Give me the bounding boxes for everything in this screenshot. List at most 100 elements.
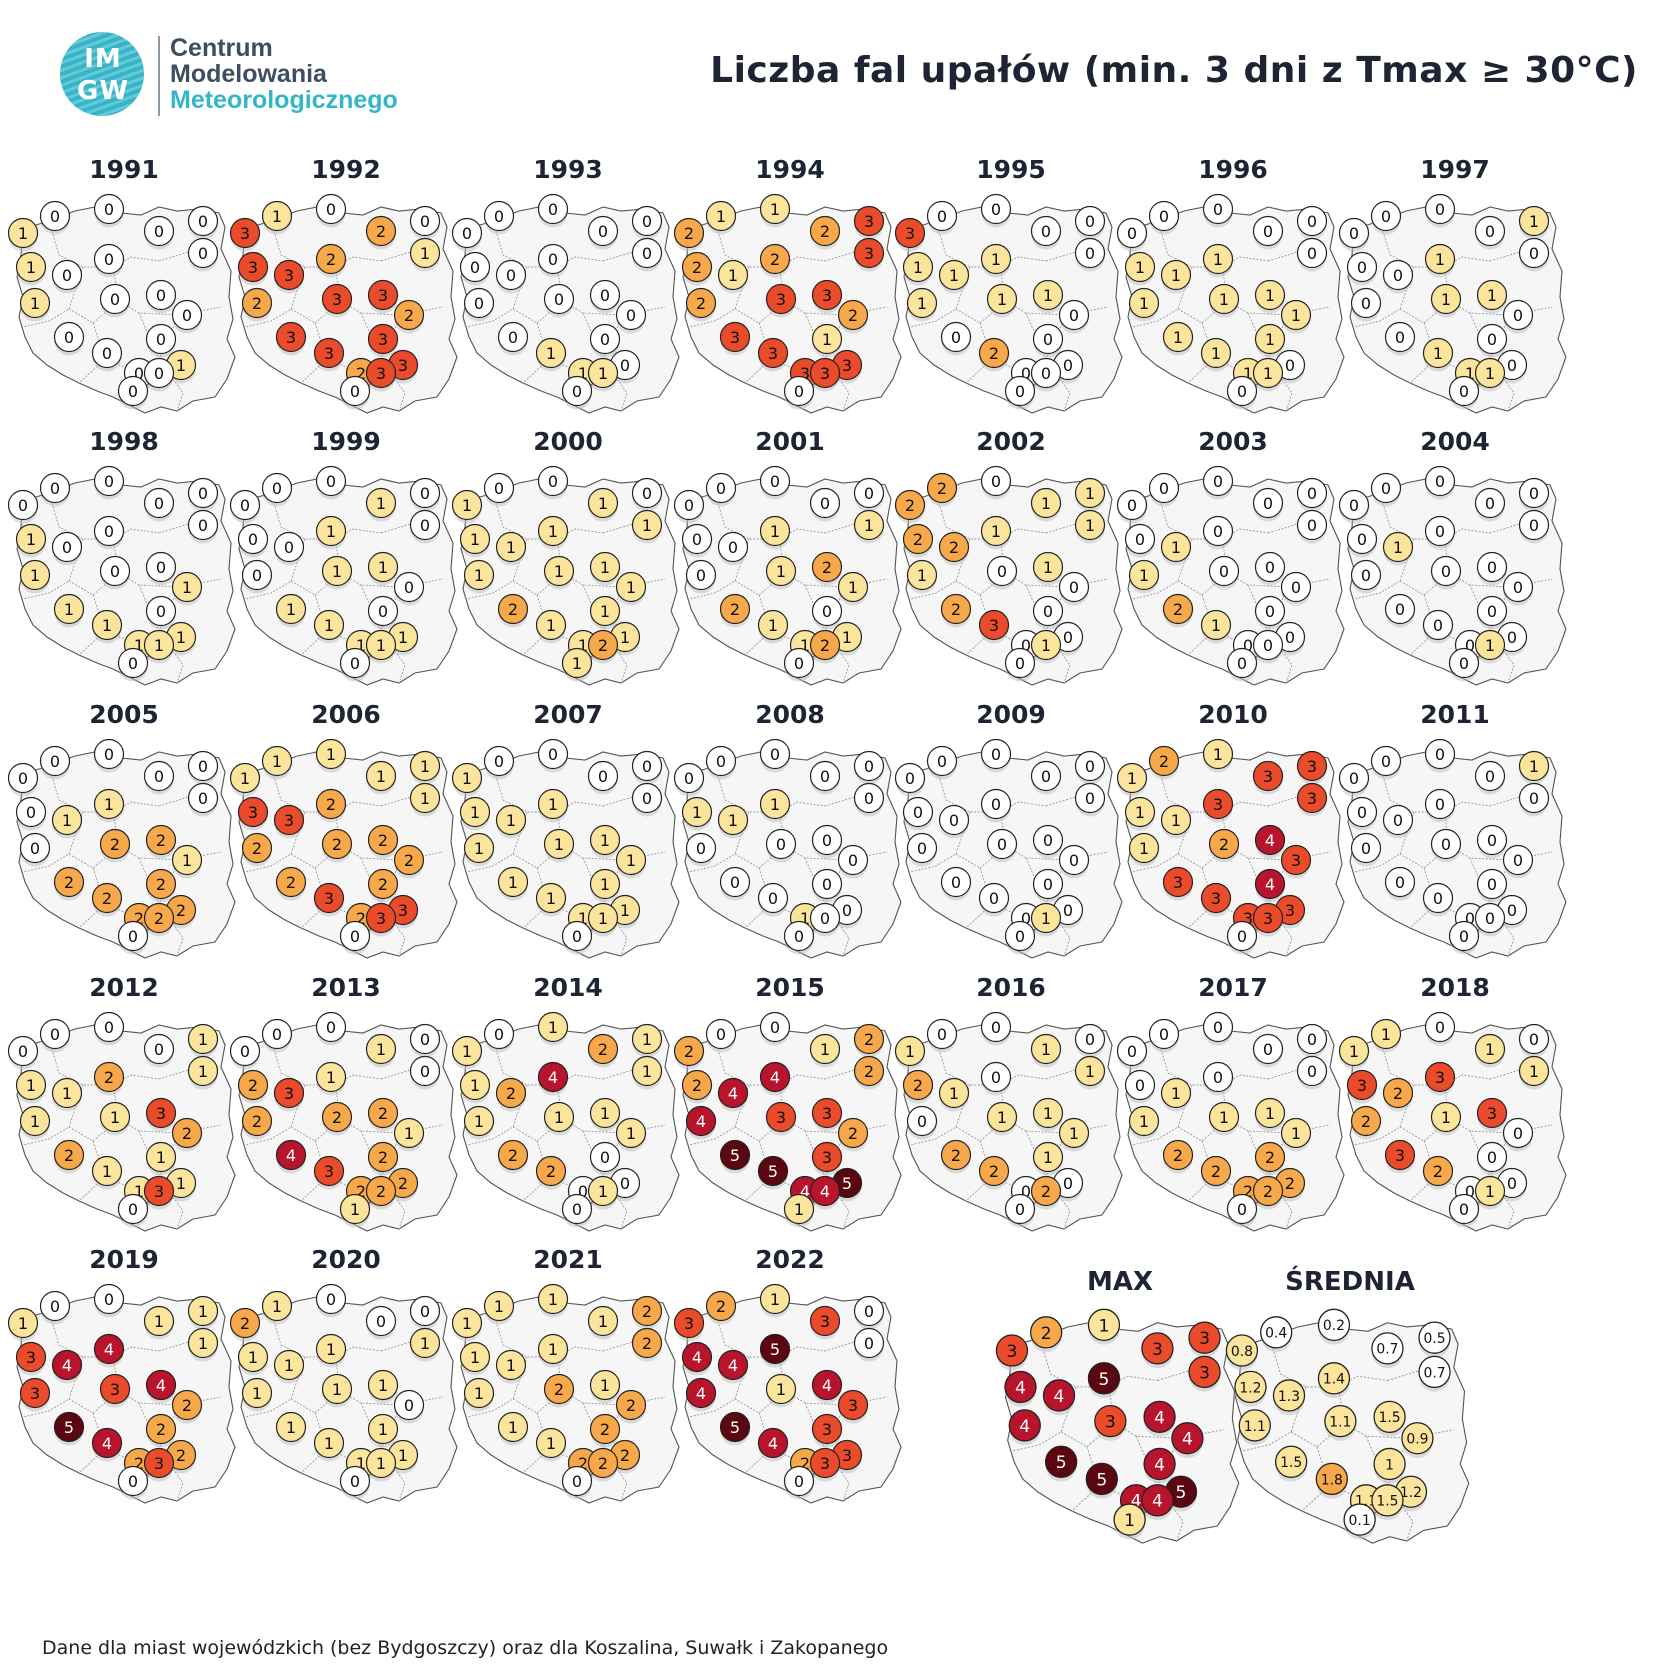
station-value: 2 (240, 1314, 250, 1333)
station-value: 2 (156, 831, 166, 850)
station-value: 0 (1263, 494, 1273, 513)
panel-title: MAX (1087, 1267, 1153, 1297)
station-value: 1 (1487, 286, 1497, 305)
panel-title: 2003 (1198, 427, 1268, 456)
station-value: 2 (508, 600, 518, 619)
station-value: 3 (376, 909, 386, 928)
station-marker: 2 (978, 337, 1010, 372)
station-marker: 1 (51, 1077, 83, 1112)
station-value: 1 (326, 745, 336, 764)
station-marker: 1 (393, 1117, 425, 1152)
station-value: 0 (1069, 578, 1079, 597)
station-marker: 0.4 (1260, 1316, 1293, 1353)
station-value: 3 (1006, 1342, 1017, 1362)
station-value: 1 (548, 1340, 558, 1359)
station-marker: 0 (631, 750, 663, 785)
station-value: 1 (420, 789, 430, 808)
station-value: 0 (989, 889, 999, 908)
station-value: 0 (1085, 1030, 1095, 1049)
region-border (1187, 903, 1215, 929)
station-value: 0 (50, 207, 60, 226)
station-marker: 2 (1162, 593, 1194, 628)
station-value: 0 (820, 767, 830, 786)
region-border (1301, 1484, 1330, 1512)
station-marker: 1 (459, 1341, 491, 1376)
station-value: 1 (1139, 839, 1149, 858)
station-value: 0 (578, 1182, 588, 1201)
station-value: 4 (768, 1434, 778, 1453)
station-value: 3 (800, 364, 810, 383)
station-value: 0 (642, 757, 652, 776)
station-value: 1 (350, 1200, 360, 1219)
station-value: 0 (104, 745, 114, 764)
station-value: 2 (626, 1396, 636, 1415)
station-marker: 2 (367, 824, 399, 859)
station-value: 0 (696, 839, 706, 858)
station-marker: 0 (1148, 472, 1180, 507)
station-marker: 0.2 (1317, 1308, 1351, 1345)
panel-title: 2013 (311, 973, 381, 1002)
station-marker: 2 (367, 868, 399, 903)
station-marker: 1 (1430, 283, 1462, 318)
station-marker: 0 (906, 1105, 938, 1140)
station-value: 0 (1085, 212, 1095, 231)
station-marker: 0 (1032, 323, 1064, 358)
station-value: 1 (997, 1108, 1007, 1127)
station-marker: 1 (1252, 357, 1284, 392)
station-marker: 0 (1502, 571, 1534, 606)
station-value: 0 (1015, 382, 1025, 401)
panel-title: 2014 (533, 973, 603, 1002)
station-marker: 0 (1074, 782, 1106, 817)
station-marker: 1 (463, 1377, 495, 1412)
station-marker: 0 (940, 866, 972, 901)
station-marker: 0 (685, 832, 717, 867)
station-value: 2 (508, 1146, 518, 1165)
station-marker: 2 (853, 1023, 885, 1058)
station-marker: 1 (853, 509, 885, 544)
station-marker: 0 (1476, 824, 1508, 859)
station-value: 1 (1211, 616, 1221, 635)
station-marker: 2 (1422, 1155, 1454, 1190)
station-marker: 4 (1042, 1379, 1076, 1416)
station-marker: 1 (1032, 551, 1064, 586)
station-value: 0 (822, 602, 832, 621)
station-marker: 1 (451, 1035, 483, 1070)
station-value: 0 (404, 578, 414, 597)
region-border (744, 1448, 772, 1474)
station-value: 1.5 (1379, 1410, 1401, 1426)
station-value: 3 (820, 364, 830, 383)
station-marker: 1 (1280, 299, 1312, 334)
station-marker: 0 (187, 237, 219, 272)
station-value: 0 (696, 566, 706, 585)
station-marker: 0 (1058, 844, 1090, 879)
station-marker: 0 (143, 215, 175, 250)
station-value: 0 (128, 382, 138, 401)
station-value: 0 (1307, 244, 1317, 263)
region-border (1267, 358, 1293, 412)
station-value: 1 (1139, 1112, 1149, 1131)
station-value: 3 (822, 286, 832, 305)
station-value: 2 (64, 1146, 74, 1165)
station-value: 2 (949, 538, 959, 557)
station-marker: 1 (237, 1341, 269, 1376)
station-marker: 1 (409, 1327, 441, 1362)
station-marker: 1 (535, 609, 567, 644)
station-marker: 2 (902, 523, 934, 558)
station-value: 1 (1213, 745, 1223, 764)
station-marker: 3 (365, 902, 397, 937)
region-border (1409, 903, 1437, 929)
station-marker: 5 (1044, 1445, 1078, 1482)
station-value: 0 (1435, 1018, 1445, 1037)
station-marker: 0 (1148, 1018, 1180, 1053)
station-value: 0 (937, 207, 947, 226)
station-value: 2 (1361, 1112, 1371, 1131)
station-value: 1 (1139, 294, 1149, 313)
station-value: 0 (50, 479, 60, 498)
station-marker: 0 (117, 375, 149, 410)
station-value: 1 (600, 558, 610, 577)
station-value: 1 (620, 628, 630, 647)
